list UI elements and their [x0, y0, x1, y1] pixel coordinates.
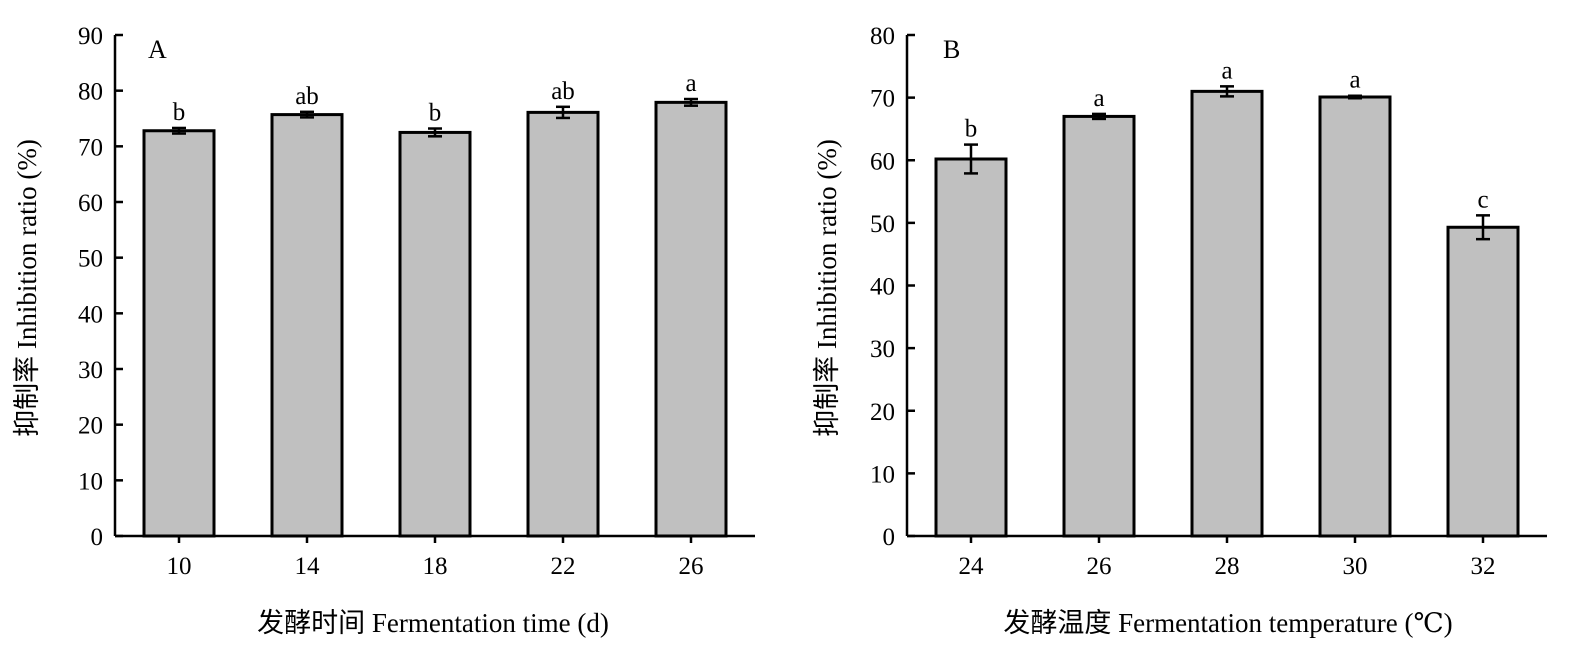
- y-tick-label: 50: [78, 246, 103, 273]
- bar: [398, 130, 472, 538]
- x-tick-label: 32: [1471, 553, 1496, 580]
- y-tick-label: 40: [870, 274, 895, 301]
- x-tick-label: 24: [959, 553, 985, 580]
- bar: [1190, 89, 1264, 538]
- y-tick-label: 0: [883, 524, 896, 551]
- significance-label: b: [429, 100, 442, 127]
- panel-label: B: [943, 35, 960, 64]
- x-axis-title: 发酵温度 Fermentation temperature (℃): [1003, 608, 1452, 638]
- x-tick-label: 26: [1087, 553, 1112, 580]
- x-axis-title: 发酵时间 Fermentation time (d): [257, 608, 609, 638]
- y-tick-label: 70: [870, 86, 895, 113]
- panel-label: A: [148, 35, 167, 64]
- y-tick-label: 20: [78, 413, 103, 440]
- y-tick-label: 30: [870, 336, 895, 363]
- bar: [1446, 225, 1520, 538]
- y-tick-label: 40: [78, 301, 103, 328]
- y-tick-label: 30: [78, 357, 103, 384]
- significance-label: b: [173, 99, 186, 126]
- x-tick-label: 22: [551, 553, 576, 580]
- significance-label: ab: [551, 78, 575, 105]
- significance-label: a: [1349, 67, 1360, 94]
- y-tick-label: 80: [870, 23, 895, 50]
- significance-label: b: [965, 116, 978, 143]
- significance-label: ab: [295, 83, 319, 110]
- x-tick-label: 18: [423, 553, 448, 580]
- x-tick-label: 26: [679, 553, 704, 580]
- bar: [934, 157, 1008, 538]
- panel-b-chart: b 24 a 26 a 28 a 30 c 32 0 10 20 30 40 50 60 70 80 B 发酵温度 Fe…: [812, 23, 1547, 638]
- y-tick-label: 0: [91, 524, 104, 551]
- y-axis-title: 抑制率 Inhibition ratio (%): [812, 139, 842, 437]
- significance-label: c: [1477, 186, 1488, 213]
- y-tick-label: 10: [78, 468, 103, 495]
- panel-a-chart: b 10 ab 14 b 18 ab 22 a 26 0 10 20 30 40 50 60 70 80 90 A 发酵时…: [12, 23, 755, 638]
- y-tick-label: 70: [78, 134, 103, 161]
- y-tick-label: 90: [78, 23, 103, 50]
- y-tick-label: 10: [870, 461, 895, 488]
- x-tick-label: 28: [1215, 553, 1240, 580]
- bar: [1318, 95, 1392, 538]
- bar: [142, 129, 216, 538]
- x-tick-label: 10: [167, 553, 192, 580]
- y-axis-title: 抑制率 Inhibition ratio (%): [12, 139, 42, 437]
- significance-label: a: [685, 70, 696, 97]
- bar: [1062, 114, 1136, 538]
- bar: [654, 100, 728, 538]
- x-tick-label: 14: [295, 553, 321, 580]
- y-tick-label: 80: [78, 79, 103, 106]
- y-tick-label: 60: [870, 148, 895, 175]
- bar: [526, 110, 600, 538]
- significance-label: a: [1221, 57, 1232, 84]
- significance-label: a: [1093, 85, 1104, 112]
- x-tick-label: 30: [1343, 553, 1368, 580]
- y-tick-label: 50: [870, 211, 895, 238]
- y-tick-label: 60: [78, 190, 103, 217]
- bar: [270, 113, 344, 538]
- y-tick-label: 20: [870, 399, 895, 426]
